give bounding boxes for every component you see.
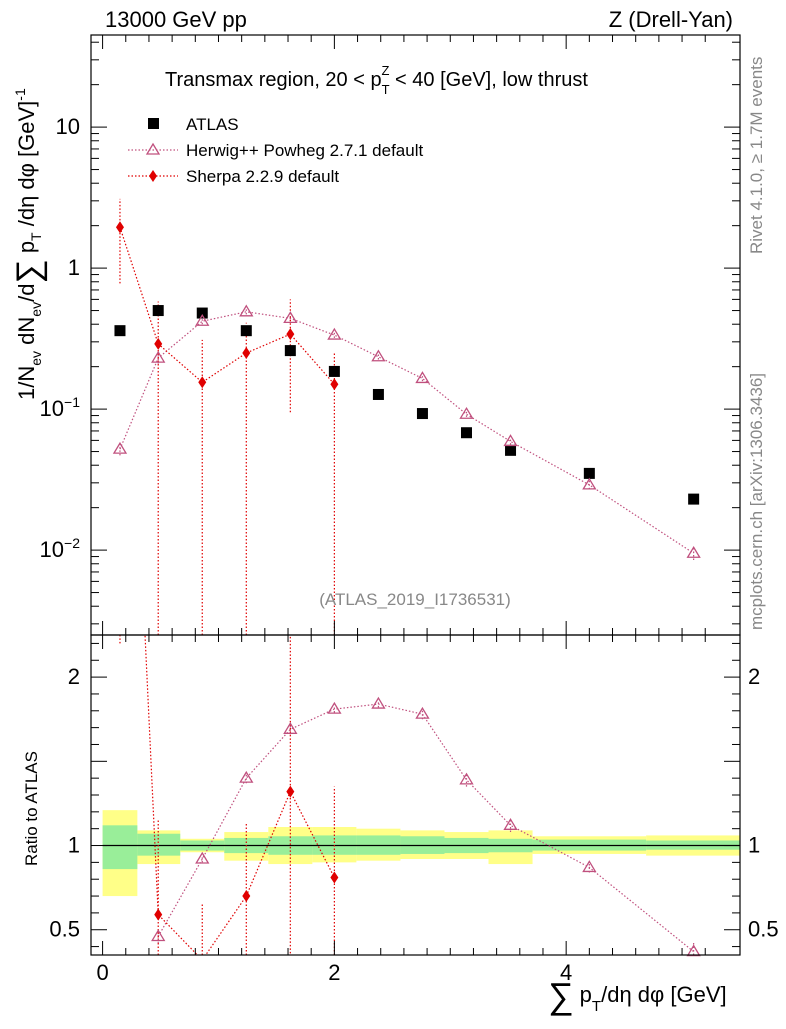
herwig-point — [112, 441, 128, 454]
atlas-point — [583, 467, 595, 479]
main-marks — [112, 198, 701, 635]
atlas-point — [416, 408, 428, 420]
atlas-point — [460, 427, 472, 439]
sherpa-line — [119, 227, 335, 385]
herwig-point — [371, 349, 386, 362]
sherpa-point — [286, 328, 295, 341]
ratio-herwig-point — [686, 944, 701, 957]
x-tick-label: 0 — [96, 960, 108, 985]
atlas-point — [372, 388, 384, 400]
atlas-point — [240, 325, 252, 337]
y-tick-label: 10 — [56, 114, 80, 139]
ratio-y-tick-label-right: 1 — [748, 833, 760, 858]
ratio-herwig-point — [283, 722, 298, 734]
herwig-point — [283, 311, 298, 324]
ratio-y-tick-label-left: 2 — [68, 664, 80, 689]
ratio-y-tick-label-left: 1 — [68, 833, 80, 858]
header-left: 13000 GeV pp — [105, 7, 247, 32]
sherpa-point — [115, 221, 124, 234]
ratio-herwig-point — [459, 772, 474, 785]
ratio-y-label: Ratio to ATLAS — [22, 751, 41, 866]
ratio-herwig-line — [157, 703, 695, 953]
band-inner — [137, 833, 181, 856]
ratio-y-tick-label-right: 2 — [748, 664, 760, 689]
ratio-clip-group — [119, 635, 695, 955]
y-tick-label: 1 — [68, 255, 80, 280]
x-axis-label: ∑ pT/dη dφ [GeV] — [548, 975, 727, 1016]
atlas-point — [284, 345, 296, 357]
legend: ATLAS Herwig++ Powheg 2.7.1 default Sher… — [128, 115, 423, 186]
ratio-marks — [119, 635, 701, 957]
ratio-y-tick-label-left: 0.5 — [49, 917, 80, 942]
legend-sherpa-marker — [149, 170, 157, 182]
herwig-point — [459, 406, 474, 419]
legend-atlas-label: ATLAS — [186, 115, 239, 134]
ratio-frame — [90, 634, 741, 956]
atlas-point — [328, 365, 340, 377]
ratio-herwig-point — [327, 701, 342, 714]
sherpa-point — [242, 346, 251, 359]
herwig-point — [327, 327, 342, 340]
herwig-point — [151, 350, 166, 363]
main-y-ticks: 10 1 10−1 10−2 — [40, 35, 740, 635]
rivet-label: Rivet 4.1.0, ≥ 1.7M events — [747, 57, 766, 254]
legend-herwig-marker — [145, 142, 161, 155]
x-tick-label: 4 — [560, 960, 572, 985]
herwig-point — [239, 304, 254, 317]
analysis-watermark: (ATLAS_2019_I1736531) — [319, 590, 511, 609]
ratio-ticks: 2 2 1 1 0.5 0.5 0 2 4 — [49, 635, 779, 985]
herwig-point — [503, 434, 518, 447]
atlas-point — [688, 493, 700, 505]
atlas-point — [196, 307, 208, 319]
herwig-point — [686, 545, 701, 558]
band-inner — [102, 825, 138, 870]
ratio-sherpa-point — [330, 871, 339, 884]
atlas-point — [114, 325, 126, 337]
atlas-point — [505, 444, 517, 456]
y-tick-label: 10−1 — [40, 394, 81, 421]
ratio-sherpa-line — [144, 635, 335, 955]
mcplots-label: mcplots.cern.ch [arXiv:1306.3436] — [747, 373, 766, 630]
legend-herwig-label: Herwig++ Powheg 2.7.1 default — [186, 141, 423, 160]
legend-atlas-marker — [148, 118, 159, 129]
ratio-sherpa-point — [154, 908, 163, 921]
legend-sherpa-label: Sherpa 2.2.9 default — [186, 167, 339, 186]
ratio-sherpa-point — [286, 785, 295, 798]
ratio-sherpa-point — [242, 890, 251, 903]
sherpa-point — [154, 337, 163, 350]
ratio-herwig-point — [195, 851, 210, 864]
main-panel: 10 1 10−1 10−2 Transmax region, 20 < pTZ < … — [10, 34, 741, 636]
y-tick-label: 10−2 — [40, 535, 81, 562]
atlas-point — [152, 305, 164, 317]
sherpa-point — [198, 376, 207, 389]
sherpa-point — [330, 378, 339, 391]
herwig-point — [582, 477, 597, 490]
ratio-herwig-point — [415, 706, 430, 719]
x-tick-label: 2 — [328, 960, 340, 985]
ratio-uncertainty-bands — [102, 810, 740, 897]
ratio-herwig-point — [239, 770, 254, 783]
ratio-herwig-point — [371, 696, 386, 709]
main-y-label: 1/Nev dNev/d∑ pT /dη dφ [GeV]-1 — [10, 88, 48, 400]
herwig-point — [195, 313, 210, 326]
ratio-herwig-point — [582, 860, 597, 873]
header-right: Z (Drell-Yan) — [609, 7, 733, 32]
herwig-line — [119, 311, 694, 554]
main-title: Transmax region, 20 < pTZ < 40 [GeV], lo… — [165, 63, 588, 97]
herwig-point — [415, 371, 430, 384]
ratio-y-tick-label-right: 0.5 — [748, 917, 779, 942]
ratio-panel: 2 2 1 1 0.5 0.5 0 2 4 Ratio to ATLAS ∑ pT/dη dφ [… — [22, 634, 779, 1016]
ratio-herwig-point — [503, 818, 518, 830]
ratio-herwig-point — [151, 929, 166, 942]
